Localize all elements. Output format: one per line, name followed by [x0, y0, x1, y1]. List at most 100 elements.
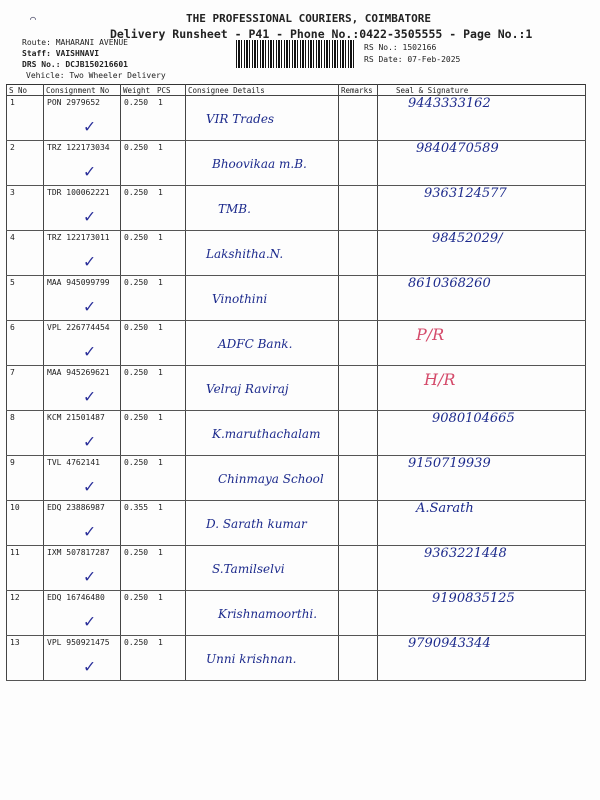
- consignment-no: VPL 950921475 ✓: [43, 635, 121, 681]
- consignment-no: EDQ 23886987 ✓: [43, 500, 121, 546]
- seal-signature: A.Sarath: [377, 500, 586, 546]
- consignee-details: TMB.: [185, 185, 339, 231]
- signature-handwritten: 9190835125: [432, 591, 515, 606]
- remarks: [338, 500, 378, 546]
- remarks: [338, 365, 378, 411]
- logo-icon: ⌒: [30, 14, 37, 25]
- sno: 3: [6, 185, 44, 231]
- checkmark-icon: ✓: [84, 251, 95, 272]
- consignee-handwritten: VIR Trades: [206, 112, 275, 126]
- consignee-handwritten: ADFC Bank.: [218, 337, 293, 351]
- sno: 12: [6, 590, 44, 636]
- remarks: [338, 275, 378, 321]
- col-pcs: PCS: [155, 84, 186, 96]
- consignee-handwritten: D. Sarath kumar: [206, 517, 307, 531]
- consignee-details: S.Tamilselvi: [185, 545, 339, 591]
- pcs: 1: [155, 95, 186, 141]
- runsheet-table: S No Consignment No Weight PCS Consignee…: [6, 84, 586, 681]
- consignment-no: TVL 4762141 ✓: [43, 455, 121, 501]
- table-row: 6 VPL 226774454 ✓ 0.250 1 ADFC Bank. P/R: [6, 320, 586, 366]
- sno: 9: [6, 455, 44, 501]
- remarks: [338, 545, 378, 591]
- consignment-no: EDQ 16746480 ✓: [43, 590, 121, 636]
- weight: 0.250: [120, 455, 155, 501]
- staff: Staff: VAISHNAVI: [22, 49, 100, 58]
- weight: 0.250: [120, 230, 155, 276]
- table-row: 1 PON 2979652 ✓ 0.250 1 VIR Trades 944333…: [6, 95, 586, 141]
- consignment-no: PON 2979652 ✓: [43, 95, 121, 141]
- signature-handwritten: P/R: [416, 325, 445, 344]
- sno: 4: [6, 230, 44, 276]
- seal-signature: P/R: [377, 320, 586, 366]
- route: Route: MAHARANI AVENUE: [22, 38, 128, 47]
- remarks: [338, 230, 378, 276]
- signature-handwritten: 9150719939: [408, 456, 491, 471]
- barcode: [236, 40, 356, 68]
- pcs: 1: [155, 140, 186, 186]
- sno: 13: [6, 635, 44, 681]
- remarks: [338, 185, 378, 231]
- checkmark-icon: ✓: [84, 521, 95, 542]
- remarks: [338, 590, 378, 636]
- col-remarks: Remarks: [338, 84, 378, 96]
- col-consignee: Consignee Details: [185, 84, 339, 96]
- consignee-details: ADFC Bank.: [185, 320, 339, 366]
- seal-signature: 9363124577: [377, 185, 586, 231]
- checkmark-icon: ✓: [84, 341, 95, 362]
- table-row: 7 MAA 945269621 ✓ 0.250 1 Velraj Raviraj …: [6, 365, 586, 411]
- consignee-details: K.maruthachalam: [185, 410, 339, 456]
- vehicle: Vehicle: Two Wheeler Delivery: [26, 71, 166, 80]
- consignment-no: MAA 945269621 ✓: [43, 365, 121, 411]
- signature-handwritten: 9363124577: [424, 186, 507, 201]
- weight: 0.250: [120, 545, 155, 591]
- weight: 0.355: [120, 500, 155, 546]
- signature-handwritten: H/R: [424, 370, 456, 389]
- consignee-handwritten: K.maruthachalam: [212, 427, 321, 441]
- seal-signature: 9790943344: [377, 635, 586, 681]
- seal-signature: 9443333162: [377, 95, 586, 141]
- table-row: 10 EDQ 23886987 ✓ 0.355 1 D. Sarath kumar…: [6, 500, 586, 546]
- pcs: 1: [155, 590, 186, 636]
- seal-signature: 8610368260: [377, 275, 586, 321]
- table-row: 4 TRZ 122173011 ✓ 0.250 1 Lakshitha.N. 98…: [6, 230, 586, 276]
- weight: 0.250: [120, 365, 155, 411]
- weight: 0.250: [120, 275, 155, 321]
- pcs: 1: [155, 320, 186, 366]
- table-row: 12 EDQ 16746480 ✓ 0.250 1 Krishnamoorthi.…: [6, 590, 586, 636]
- table-row: 11 IXM 507817287 ✓ 0.250 1 S.Tamilselvi 9…: [6, 545, 586, 591]
- consignee-handwritten: Unni krishnan.: [206, 652, 297, 666]
- consignee-details: VIR Trades: [185, 95, 339, 141]
- consignee-handwritten: Bhoovikaa m.B.: [212, 157, 307, 171]
- rs-date: RS Date: 07-Feb-2025: [364, 55, 461, 64]
- seal-signature: 9150719939: [377, 455, 586, 501]
- checkmark-icon: ✓: [84, 566, 95, 587]
- consignment-no: IXM 507817287 ✓: [43, 545, 121, 591]
- consignee-details: Vinothini: [185, 275, 339, 321]
- sno: 11: [6, 545, 44, 591]
- consignee-details: Krishnamoorthi.: [185, 590, 339, 636]
- weight: 0.250: [120, 590, 155, 636]
- checkmark-icon: ✓: [84, 161, 95, 182]
- col-signature: Seal & Signature: [377, 84, 586, 96]
- checkmark-icon: ✓: [84, 116, 95, 137]
- consignee-handwritten: Vinothini: [212, 292, 268, 306]
- table-row: 9 TVL 4762141 ✓ 0.250 1 Chinmaya School 9…: [6, 455, 586, 501]
- checkmark-icon: ✓: [84, 656, 95, 677]
- seal-signature: 9190835125: [377, 590, 586, 636]
- weight: 0.250: [120, 320, 155, 366]
- col-weight: Weight: [120, 84, 155, 96]
- remarks: [338, 140, 378, 186]
- drs-no: DRS No.: DCJB150216601: [22, 60, 128, 69]
- sno: 8: [6, 410, 44, 456]
- consignee-details: Lakshitha.N.: [185, 230, 339, 276]
- seal-signature: 9080104665: [377, 410, 586, 456]
- remarks: [338, 410, 378, 456]
- checkmark-icon: ✓: [84, 476, 95, 497]
- signature-handwritten: 9443333162: [408, 96, 491, 111]
- weight: 0.250: [120, 635, 155, 681]
- signature-handwritten: 9790943344: [408, 636, 491, 651]
- consignee-details: Unni krishnan.: [185, 635, 339, 681]
- sno: 2: [6, 140, 44, 186]
- table-row: 2 TRZ 122173034 ✓ 0.250 1 Bhoovikaa m.B. …: [6, 140, 586, 186]
